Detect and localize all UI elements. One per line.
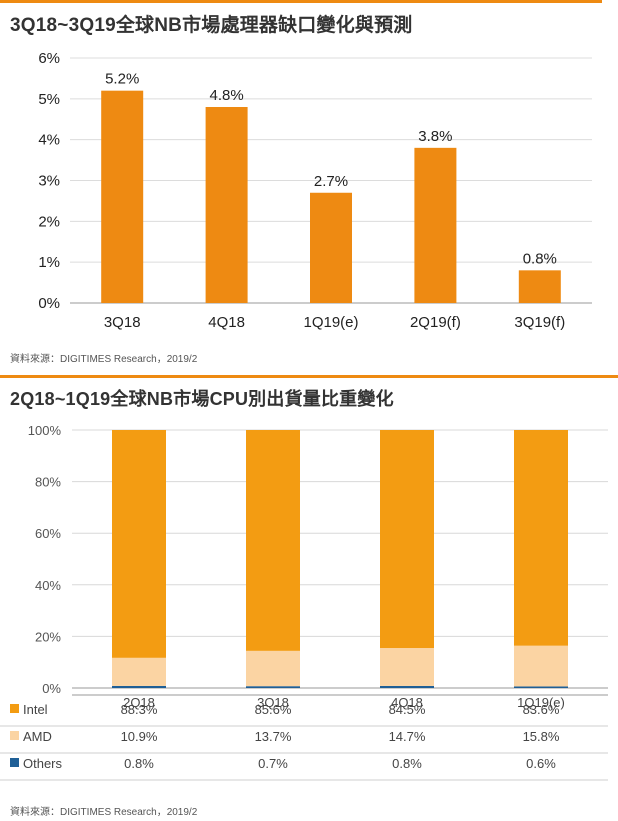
table-value-amd: 13.7% — [255, 729, 292, 744]
bar-segment-intel-2Q18 — [112, 430, 166, 658]
data-label: 0.8% — [523, 250, 557, 267]
chart-source: 資料來源：DIGITIMES Research，2019/2 — [10, 807, 198, 818]
legend-label: Others — [23, 756, 63, 771]
bar-segment-intel-1Q19(e) — [514, 430, 568, 646]
y-tick-label: 1% — [38, 254, 60, 271]
y-tick-label: 0% — [42, 681, 61, 696]
table-value-intel: 83.6% — [523, 702, 560, 717]
x-tick-label: 3Q18 — [257, 695, 289, 710]
table-value-intel: 85.6% — [255, 702, 292, 717]
table-value-intel: 84.5% — [389, 702, 426, 717]
table-value-amd: 10.9% — [121, 729, 158, 744]
bar-segment-amd-4Q18 — [380, 648, 434, 686]
table-value-amd: 14.7% — [389, 729, 426, 744]
y-tick-label: 100% — [28, 423, 62, 438]
bar-2Q19(f) — [414, 147, 457, 303]
legend-swatch-others — [10, 758, 19, 767]
x-tick-label: 3Q19(f) — [514, 314, 565, 331]
y-tick-label: 0% — [38, 295, 60, 312]
x-tick-label: 1Q19(e) — [517, 695, 565, 710]
x-tick-label: 2Q18 — [123, 695, 155, 710]
data-label: 4.8% — [209, 87, 243, 104]
y-tick-label: 60% — [35, 526, 61, 541]
y-tick-label: 3% — [38, 173, 60, 190]
data-label: 2.7% — [314, 173, 348, 190]
bar-4Q18 — [205, 107, 248, 303]
bar-segment-others-4Q18 — [380, 685, 434, 688]
table-value-others: 0.8% — [392, 756, 422, 771]
chart-panel-cpu-share: 2Q18~1Q19全球NB市場CPU別出貨量比重變化 0% 20% 40% 60% 80… — [0, 370, 618, 821]
chart-source: 資料來源：DIGITIMES Research，2019/2 — [10, 354, 198, 365]
data-label: 5.2% — [105, 71, 139, 88]
bar-1Q19(e) — [310, 192, 352, 303]
table-value-intel: 88.3% — [121, 702, 158, 717]
legend-label: Intel — [23, 702, 48, 717]
bar-segment-amd-2Q18 — [112, 657, 166, 686]
x-tick-label: 2Q19(f) — [410, 314, 461, 331]
legend-swatch-amd — [10, 731, 19, 740]
bar-segment-intel-3Q18 — [246, 430, 300, 651]
y-tick-label: 6% — [38, 50, 60, 67]
y-tick-label: 40% — [35, 578, 61, 593]
y-tick-label: 5% — [38, 91, 60, 108]
bar-segment-others-3Q18 — [246, 686, 300, 688]
bar-segment-amd-3Q18 — [246, 650, 300, 687]
chart-title: 3Q18~3Q19全球NB市場處理器缺口變化與預測 — [10, 15, 413, 36]
shortage-bar-chart: 0% 1% 2% 3% 4% 5% 6% 5.2% 3Q18 4.8% 4Q18 2.7% 1Q19(e… — [38, 50, 592, 331]
bar-segment-others-1Q19(e) — [514, 686, 568, 688]
legend-swatch-intel — [10, 704, 19, 713]
bar-3Q19(f) — [518, 270, 561, 303]
chart-panel-shortage: 3Q18~3Q19全球NB市場處理器缺口變化與預測 0% 1% 2% 3% 4% 5% 6%… — [0, 0, 618, 370]
table-value-others: 0.8% — [124, 756, 154, 771]
legend-label: AMD — [23, 729, 52, 744]
bar-3Q18 — [101, 90, 144, 304]
table-value-others: 0.7% — [258, 756, 288, 771]
y-tick-label: 80% — [35, 475, 61, 490]
bar-segment-intel-4Q18 — [380, 430, 434, 649]
x-tick-label: 3Q18 — [104, 314, 141, 331]
x-tick-label: 1Q19(e) — [303, 314, 358, 331]
y-tick-label: 4% — [38, 132, 60, 149]
x-tick-label: 4Q18 — [391, 695, 423, 710]
y-tick-label: 2% — [38, 213, 60, 230]
table-value-amd: 15.8% — [523, 729, 560, 744]
y-tick-label: 20% — [35, 629, 61, 644]
title-accent-line — [0, 375, 618, 378]
bar-segment-amd-1Q19(e) — [514, 645, 568, 687]
x-tick-label: 4Q18 — [208, 314, 245, 331]
title-accent-line — [0, 0, 602, 3]
chart-title: 2Q18~1Q19全球NB市場CPU別出貨量比重變化 — [10, 389, 394, 409]
cpu-share-stacked-chart: 0% 20% 40% 60% 80% 100% 2Q18 3Q18 4Q18 1Q19(e) Int… — [0, 423, 608, 781]
table-value-others: 0.6% — [526, 756, 556, 771]
bar-segment-others-2Q18 — [112, 685, 166, 688]
data-label: 3.8% — [418, 128, 452, 145]
